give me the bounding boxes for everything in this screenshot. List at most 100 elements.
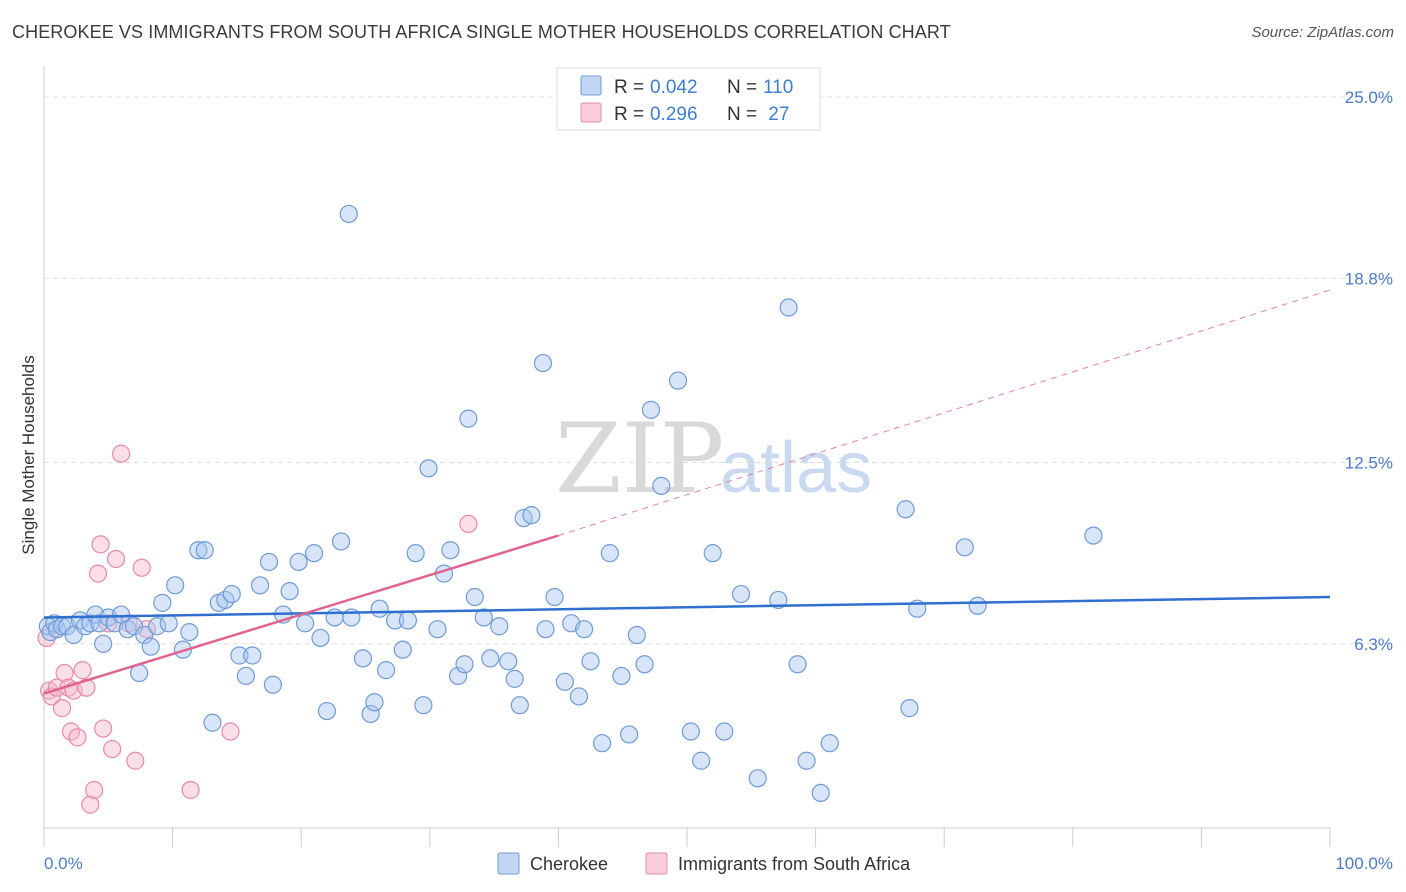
- cherokee-point-105: [896, 500, 915, 519]
- cherokee-point-47: [331, 532, 351, 551]
- y-tick-label-3: 25.0%: [1345, 88, 1393, 107]
- cherokee-point-110: [1084, 526, 1103, 545]
- cherokee-point-26: [180, 622, 199, 642]
- cherokee-point-34: [236, 666, 256, 686]
- y-tick-label-0: 6.3%: [1354, 635, 1393, 654]
- cherokee-point-59: [414, 696, 433, 715]
- cherokee-point-71: [499, 652, 518, 671]
- cherokee-point-82: [575, 620, 594, 639]
- cherokee-point-51: [361, 704, 380, 724]
- bottom-legend-swatch-south-africa: [645, 852, 668, 875]
- correlation-legend: R = 0.042 N = 110 R = 0.296 N = 27: [556, 67, 821, 131]
- cherokee-point-99: [769, 590, 788, 610]
- cherokee-point-85: [600, 544, 619, 563]
- south-africa-point-13: [85, 780, 104, 800]
- legend-r-label-cherokee: R =: [614, 77, 644, 98]
- cherokee-point-11: [90, 614, 109, 633]
- cherokee-point-90: [641, 400, 661, 419]
- cherokee-point-54: [376, 661, 396, 680]
- cherokee-point-37: [259, 552, 279, 572]
- south-africa-point-4: [52, 699, 72, 718]
- south-africa-point-18: [103, 739, 122, 759]
- cherokee-point-12: [94, 634, 113, 653]
- cherokee-point-50: [353, 649, 373, 668]
- cherokee-point-78: [545, 587, 564, 607]
- south-africa-point-22: [126, 751, 145, 770]
- south-africa-point-27: [459, 514, 478, 534]
- cherokee-point-72: [505, 669, 524, 688]
- series-cherokee: [38, 204, 1103, 803]
- watermark-zip: ZIP: [555, 403, 724, 515]
- cherokee-point-35: [243, 646, 262, 665]
- cherokee-point-22: [153, 593, 172, 612]
- legend-n-label-south-africa: N =: [727, 104, 757, 125]
- cherokee-point-20: [141, 637, 160, 656]
- cherokee-point-36: [250, 576, 270, 595]
- cherokee-point-93: [681, 722, 700, 741]
- cherokee-point-52: [365, 693, 384, 712]
- cherokee-point-58: [406, 544, 425, 563]
- chart-title: CHEROKEE VS IMMIGRANTS FROM SOUTH AFRICA…: [12, 22, 951, 42]
- cherokee-point-89: [635, 655, 654, 674]
- x-tick-label-min: 0.0%: [44, 854, 83, 873]
- cherokee-point-41: [289, 552, 308, 572]
- south-africa-point-23: [132, 558, 151, 577]
- south-africa-point-19: [106, 549, 126, 569]
- south-africa-point-16: [94, 719, 113, 738]
- cherokee-point-42: [295, 614, 315, 633]
- cherokee-point-88: [627, 625, 646, 645]
- cherokee-point-81: [569, 687, 589, 706]
- south-africa-point-25: [181, 780, 200, 800]
- cherokee-point-63: [441, 541, 460, 560]
- cherokee-point-24: [166, 576, 185, 595]
- legend-r-label-south-africa: R =: [614, 104, 644, 125]
- cherokee-point-64: [448, 666, 468, 686]
- legend-r-value-cherokee: 0.042: [650, 77, 698, 98]
- south-africa-point-9: [68, 728, 87, 747]
- cherokee-point-98: [748, 769, 767, 788]
- cherokee-point-70: [490, 617, 509, 636]
- cherokee-point-94: [692, 751, 711, 770]
- cherokee-point-96: [715, 722, 734, 741]
- cherokee-point-19: [135, 625, 154, 645]
- south-africa-point-14: [88, 564, 108, 583]
- cherokee-point-67: [465, 587, 484, 607]
- cherokee-point-100: [779, 298, 798, 317]
- cherokee-point-73: [510, 696, 529, 715]
- cherokee-point-87: [620, 725, 639, 744]
- cherokee-point-91: [652, 476, 671, 495]
- cherokee-point-3: [47, 620, 66, 639]
- gridlines: [44, 96, 1393, 645]
- trend-lines: [43, 289, 1331, 695]
- y-tick-label-1: 12.5%: [1345, 454, 1393, 473]
- cherokee-point-28: [195, 541, 214, 560]
- cherokee-point-21: [148, 617, 167, 636]
- cherokee-point-101: [788, 655, 807, 674]
- legend-n-value-south-africa: 27: [763, 104, 789, 125]
- legend-n-label-cherokee: N =: [727, 77, 757, 98]
- cherokee-point-38: [263, 675, 283, 694]
- bottom-legend-label-south-africa: Immigrants from South Africa: [678, 854, 911, 874]
- south-africa-point-11: [77, 678, 96, 697]
- legend-swatch-cherokee: [580, 75, 602, 96]
- cherokee-point-69: [481, 649, 500, 668]
- cherokee-point-60: [419, 459, 438, 478]
- cherokee-point-27: [189, 541, 208, 560]
- cherokee-point-106: [900, 699, 919, 718]
- x-tick-label-max: 100.0%: [1335, 854, 1393, 873]
- south-africa-trend-line: [43, 534, 559, 695]
- cherokee-point-86: [612, 666, 631, 686]
- south-africa-point-15: [91, 535, 110, 554]
- cherokee-point-57: [398, 611, 418, 630]
- cherokee-point-61: [428, 620, 447, 639]
- cherokee-point-109: [968, 596, 987, 615]
- cherokee-point-84: [593, 734, 612, 753]
- cherokee-trend-line: [43, 595, 1331, 619]
- cherokee-point-23: [159, 614, 178, 633]
- cherokee-point-97: [731, 584, 751, 604]
- cherokee-point-95: [703, 544, 722, 563]
- series-legend: Cherokee Immigrants from South Africa: [497, 852, 911, 875]
- cherokee-point-65: [455, 655, 474, 674]
- y-tick-label-2: 18.8%: [1345, 269, 1393, 288]
